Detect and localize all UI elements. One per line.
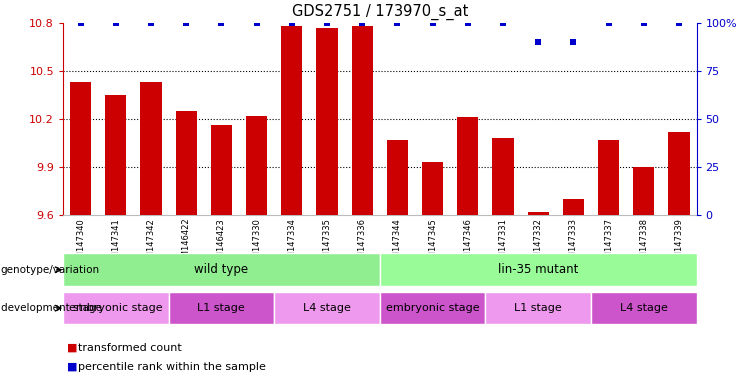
Bar [351,26,373,215]
Text: wild type: wild type [194,263,248,276]
Bar [562,199,584,215]
Bar [105,95,126,215]
Bar [281,26,302,215]
Text: development stage: development stage [1,303,102,313]
Bar [379,292,485,324]
Text: embryonic stage: embryonic stage [69,303,162,313]
Bar [70,82,91,215]
Text: ■: ■ [67,343,77,353]
Bar [316,28,337,215]
Bar [63,292,169,324]
Title: GDS2751 / 173970_s_at: GDS2751 / 173970_s_at [291,4,468,20]
Bar [485,292,591,324]
Text: embryonic stage: embryonic stage [386,303,479,313]
Text: percentile rank within the sample: percentile rank within the sample [78,362,266,372]
Text: L1 stage: L1 stage [514,303,562,313]
Bar [591,292,697,324]
Text: ■: ■ [67,362,77,372]
Bar [633,167,654,215]
Bar [668,132,689,215]
Bar [169,292,274,324]
Bar [63,253,379,286]
Bar [598,140,619,215]
Text: transformed count: transformed count [78,343,182,353]
Text: L1 stage: L1 stage [198,303,245,313]
Text: L4 stage: L4 stage [619,303,668,313]
Bar [246,116,267,215]
Bar [379,253,697,286]
Bar [492,138,514,215]
Bar [422,162,443,215]
Bar [210,126,232,215]
Bar [528,212,548,215]
Text: genotype/variation: genotype/variation [1,265,100,275]
Bar [387,140,408,215]
Bar [141,82,162,215]
Bar [274,292,380,324]
Bar [457,118,478,215]
Bar [176,111,197,215]
Text: L4 stage: L4 stage [303,303,351,313]
Text: lin-35 mutant: lin-35 mutant [498,263,578,276]
